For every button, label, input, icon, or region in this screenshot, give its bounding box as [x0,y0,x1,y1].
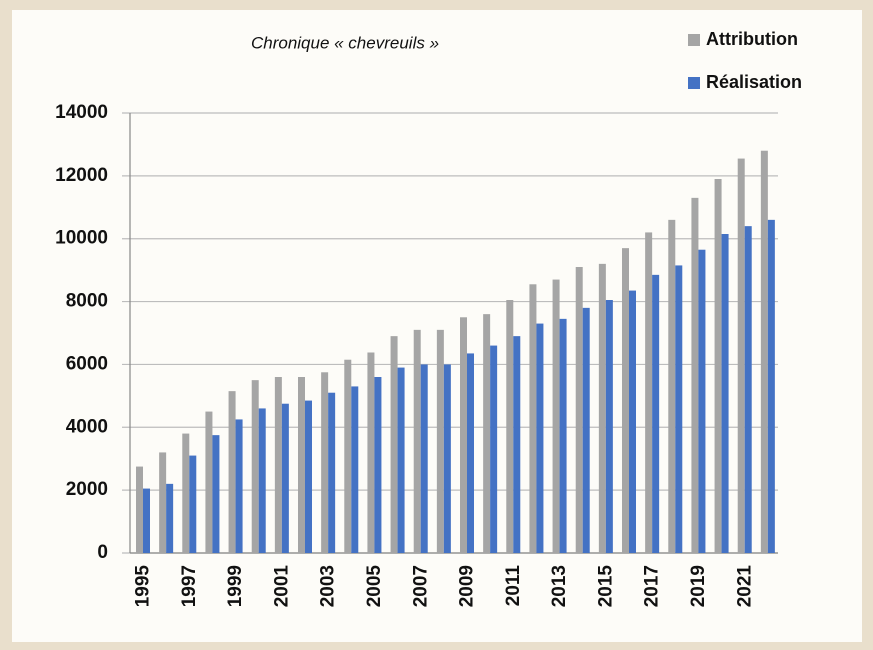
bar [575,267,583,553]
bar [737,158,745,554]
x-tick-label: 2021 [734,565,755,608]
legend-swatch [688,77,700,89]
bar [182,433,190,553]
bar [645,232,653,553]
bar [467,353,474,553]
chart-title: Chronique « chevreuils » [251,33,439,52]
bar [321,372,329,553]
y-tick-label: 10000 [55,228,108,249]
x-tick-label: 2003 [318,565,339,607]
legend-swatch [688,34,700,46]
bar [668,219,676,553]
y-tick-label: 0 [97,542,108,563]
x-tick-label: 2009 [457,565,478,607]
legend-label: Réalisation [706,72,802,92]
bar [483,314,491,553]
bar [675,265,683,553]
bar [189,455,197,553]
bar [559,318,567,553]
bar [258,408,266,553]
bar [760,150,768,553]
bar [159,452,167,553]
bar [235,419,243,553]
bar [490,345,498,553]
legend-label: Attribution [706,29,798,49]
x-tick-label: 1995 [133,565,154,608]
x-tick-label: 1999 [225,565,246,607]
bar [744,226,752,553]
bar [390,336,398,553]
bar [513,336,521,553]
bar [691,197,699,553]
bar [228,391,236,553]
bar [374,377,382,553]
bar [622,248,629,553]
bar [436,329,444,553]
y-tick-label: 6000 [66,353,108,374]
bar [344,359,352,553]
x-tick-label: 2017 [642,565,663,607]
x-tick-label: 2019 [688,565,709,607]
bar [367,352,375,553]
x-tick-label: 2011 [503,565,524,607]
bar [598,263,606,553]
bar [298,377,305,553]
bar [328,392,336,553]
bar [443,364,451,553]
bar [351,386,359,553]
bar [166,483,174,553]
x-tick-label: 2001 [271,565,292,608]
bar [413,329,421,553]
y-tick-label: 2000 [66,479,108,500]
y-tick-label: 12000 [55,165,108,186]
bar [212,435,220,553]
bar [605,300,613,553]
bar [251,380,259,553]
bar [420,364,428,553]
bar [305,400,312,553]
bar [714,179,722,553]
bar [582,307,590,553]
bar [767,219,775,553]
bar [721,234,729,553]
x-tick-label: 2013 [549,565,570,607]
bar [552,279,560,553]
x-tick-label: 1997 [179,565,200,607]
x-tick-label: 2005 [364,565,385,608]
bar [397,367,405,553]
bar [136,466,143,553]
y-tick-label: 14000 [55,102,108,123]
bar [652,274,660,553]
x-tick-label: 2007 [410,565,431,607]
bar [536,323,544,553]
bar [506,300,514,553]
bar [460,317,467,553]
bar [281,403,289,553]
y-tick-label: 4000 [66,416,108,437]
bar [143,488,150,553]
bar [698,249,706,553]
bar [529,284,537,553]
bar [629,290,636,553]
x-tick-label: 2015 [595,565,616,608]
bar [274,377,282,553]
bar [205,411,213,553]
y-tick-label: 8000 [66,291,108,312]
